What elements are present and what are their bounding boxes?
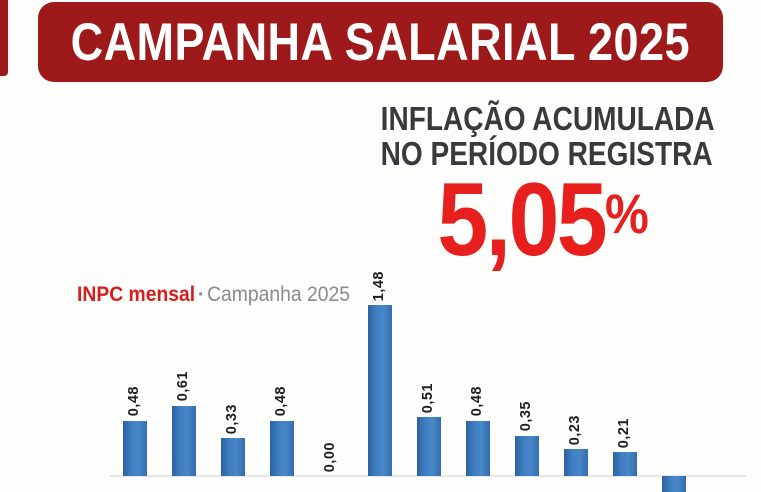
bar — [563, 449, 588, 476]
bar-value-label: 1,48 — [370, 270, 387, 302]
page-title: CAMPANHA SALARIAL 2025 — [70, 12, 691, 72]
bar-value-label: 0,21 — [615, 417, 632, 448]
bar — [416, 417, 441, 476]
bar — [612, 451, 637, 476]
headline-line-2: NO PERÍODO REGISTRA — [380, 135, 713, 172]
edge-accent-shape — [0, 0, 8, 76]
accumulated-inflation-figure: 5,05% — [352, 168, 734, 272]
bar-value-label: 0,61 — [174, 371, 191, 402]
bar — [269, 420, 294, 476]
headline-line-1: INFLAÇÃO ACUMULADA — [380, 100, 715, 137]
bar-value-label: 0,23 — [566, 415, 583, 446]
chart-legend: INPC mensal · Campanha 2025 — [77, 283, 350, 307]
bar — [122, 420, 147, 476]
inflation-value: 5,05 — [437, 162, 607, 278]
headline-block: INFLAÇÃO ACUMULADA NO PERÍODO REGISTRA — [352, 101, 734, 171]
bar — [171, 405, 196, 476]
legend-separator: · — [197, 283, 205, 306]
bar — [514, 435, 539, 476]
bar-value-label: 0,48 — [272, 386, 289, 417]
title-banner: CAMPANHA SALARIAL 2025 — [38, 2, 723, 82]
bar-value-label: 0,48 — [125, 386, 142, 417]
bar-value-label: 0,51 — [419, 382, 436, 414]
x-axis-baseline — [110, 475, 746, 477]
bar — [220, 437, 245, 476]
legend-series-name: INPC mensal — [77, 283, 196, 306]
bar-value-label: 0,33 — [223, 403, 240, 434]
bar-value-label: 0,48 — [468, 386, 485, 417]
legend-period: Campanha 2025 — [207, 283, 350, 306]
percent-sign: % — [604, 182, 649, 245]
bar — [465, 420, 490, 476]
bar-value-label: 0,35 — [517, 401, 534, 432]
bar-value-label: 0,00 — [321, 441, 338, 472]
bar-negative — [661, 476, 686, 492]
bar — [367, 305, 392, 476]
